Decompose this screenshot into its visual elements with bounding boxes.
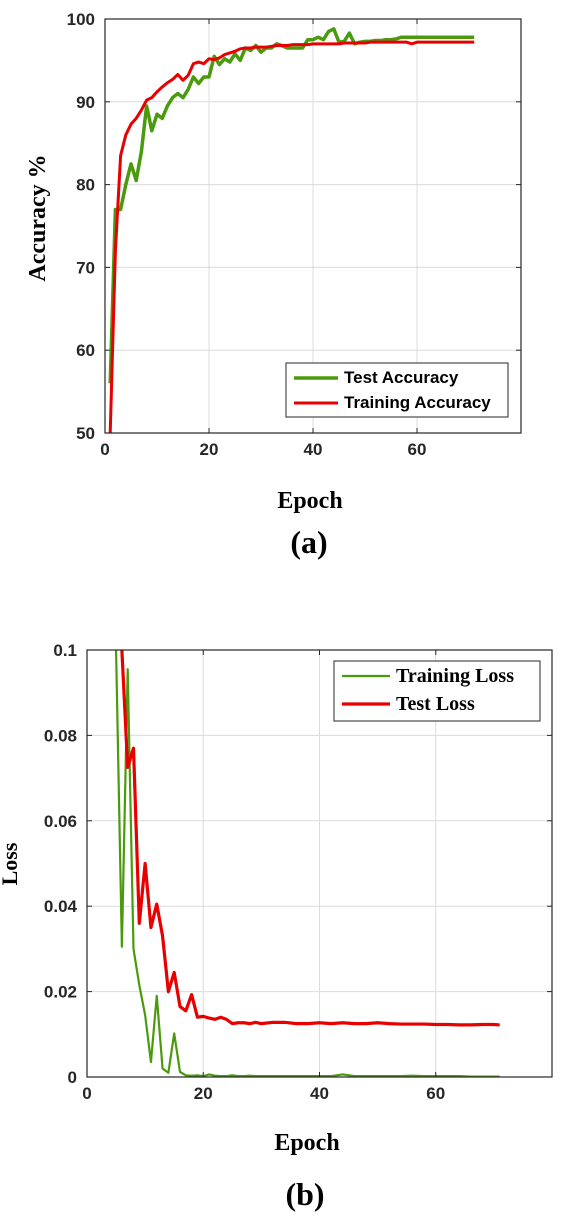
panel-a-y-tick-label: 80	[76, 176, 95, 195]
panel-b-y-tick-label: 0.02	[44, 983, 77, 1002]
panel-a-caption: (a)	[290, 524, 327, 560]
panel-a-x-axis-label: Epoch	[277, 488, 342, 514]
panel-b-x-tick-label: 20	[194, 1084, 213, 1103]
panel-a-legend: Test Accuracy Training Accuracy	[285, 362, 509, 418]
panel-a-legend-label-1: Test Accuracy	[344, 368, 459, 387]
panel-a-x-tick-label: 20	[200, 440, 219, 459]
panel-b-x-axis-label: Epoch	[274, 1130, 339, 1156]
panel-b-series-line-2	[120, 650, 500, 1027]
panel-b-y-tick-label: 0.08	[44, 726, 77, 745]
panel-a-y-tick-label: 50	[76, 424, 95, 443]
panel-b-y-tick-label: 0.04	[44, 897, 78, 916]
panel-b-loss-chart: 0 20 40 60 0 0.02 0.04 0.06 0.08 0.1 Training Loss…	[44, 641, 553, 1103]
panel-b-legend-box	[333, 660, 541, 722]
panel-a-accuracy-chart: 0 20 40 60 50 60 70 80 90 100 Test Accuracy Trainin…	[67, 10, 522, 459]
panel-a-y-tick-label: 100	[67, 10, 95, 29]
panel-a-grid	[105, 19, 521, 433]
panel-b-x-tick-label: 40	[310, 1084, 329, 1103]
panel-b-x-tick-label: 0	[82, 1084, 91, 1103]
panel-b-series-line-1	[114, 650, 500, 1077]
panel-a-y-tick-label: 90	[76, 93, 95, 112]
panel-a-legend-label-2: Training Accuracy	[344, 393, 491, 412]
panel-b-y-tick-label: 0.06	[44, 812, 77, 831]
panel-b-x-tick-label: 60	[426, 1084, 445, 1103]
panel-b-y-tick-label: 0.1	[53, 641, 77, 660]
panel-b-legend-label-2: Test Loss	[396, 693, 475, 715]
panel-b-legend: Training Loss Test Loss	[333, 660, 541, 722]
panel-a-y-axis-label: Accuracy %	[25, 154, 51, 281]
panel-a-y-tick-label: 70	[76, 258, 95, 277]
panel-b-y-tick-label: 0	[68, 1068, 77, 1087]
panel-b-y-axis-label: Loss	[0, 842, 22, 885]
panel-a-x-tick-label: 60	[408, 440, 427, 459]
panel-b-legend-label-1: Training Loss	[396, 665, 514, 687]
panel-a-x-tick-label: 0	[100, 440, 109, 459]
panel-a-legend-box	[285, 362, 509, 418]
panel-a-series-line-1	[108, 27, 475, 384]
panel-a-series-line-2	[108, 40, 475, 433]
panel-a-y-tick-label: 60	[76, 341, 95, 360]
panel-b-caption: (b)	[285, 1176, 324, 1212]
panel-a-x-tick-label: 40	[304, 440, 323, 459]
